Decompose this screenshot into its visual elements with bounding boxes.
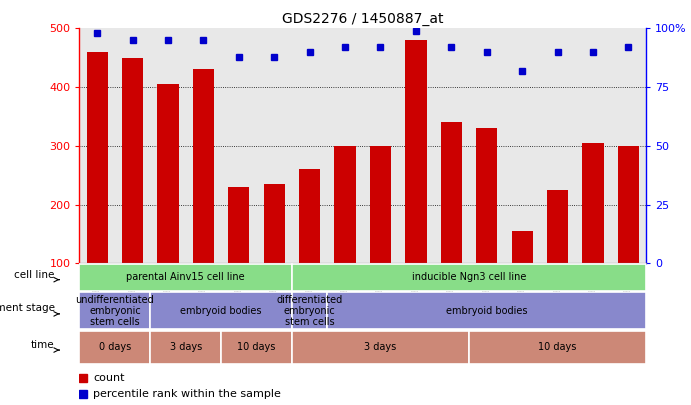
Text: count: count — [93, 373, 124, 383]
Text: 3 days: 3 days — [169, 342, 202, 352]
Bar — [221, 331, 292, 364]
Bar — [583, 143, 603, 263]
Bar — [547, 190, 568, 263]
Bar — [158, 84, 178, 263]
Bar — [86, 52, 108, 263]
Bar — [476, 128, 498, 263]
Text: differentiated
embryonic
stem cells: differentiated embryonic stem cells — [276, 295, 343, 327]
Text: cell line: cell line — [15, 270, 55, 280]
Text: parental Ainv15 cell line: parental Ainv15 cell line — [126, 273, 245, 282]
Text: 3 days: 3 days — [364, 342, 397, 352]
Bar — [511, 231, 533, 263]
Bar — [193, 69, 214, 263]
Bar — [292, 264, 646, 291]
Bar — [441, 122, 462, 263]
Text: undifferentiated
embryonic
stem cells: undifferentiated embryonic stem cells — [75, 295, 154, 327]
Text: development stage: development stage — [0, 303, 55, 313]
Bar — [405, 40, 426, 263]
Text: 10 days: 10 days — [538, 342, 577, 352]
Title: GDS2276 / 1450887_at: GDS2276 / 1450887_at — [282, 12, 444, 26]
Bar — [151, 331, 221, 364]
Bar — [292, 331, 469, 364]
Text: embryoid bodies: embryoid bodies — [446, 306, 527, 316]
Text: inducible Ngn3 cell line: inducible Ngn3 cell line — [412, 273, 527, 282]
Bar — [618, 146, 639, 263]
Bar — [370, 146, 391, 263]
Bar — [151, 292, 292, 329]
Bar — [122, 58, 143, 263]
Bar — [334, 146, 356, 263]
Text: time: time — [31, 339, 55, 350]
Text: 10 days: 10 days — [237, 342, 276, 352]
Bar — [79, 331, 151, 364]
Bar — [469, 331, 646, 364]
Bar — [299, 169, 320, 263]
Bar — [263, 184, 285, 263]
Text: percentile rank within the sample: percentile rank within the sample — [93, 389, 281, 399]
Text: 0 days: 0 days — [99, 342, 131, 352]
Bar — [228, 187, 249, 263]
Text: embryoid bodies: embryoid bodies — [180, 306, 262, 316]
Bar — [328, 292, 646, 329]
Bar — [292, 292, 328, 329]
Bar — [79, 292, 151, 329]
Bar — [79, 264, 292, 291]
